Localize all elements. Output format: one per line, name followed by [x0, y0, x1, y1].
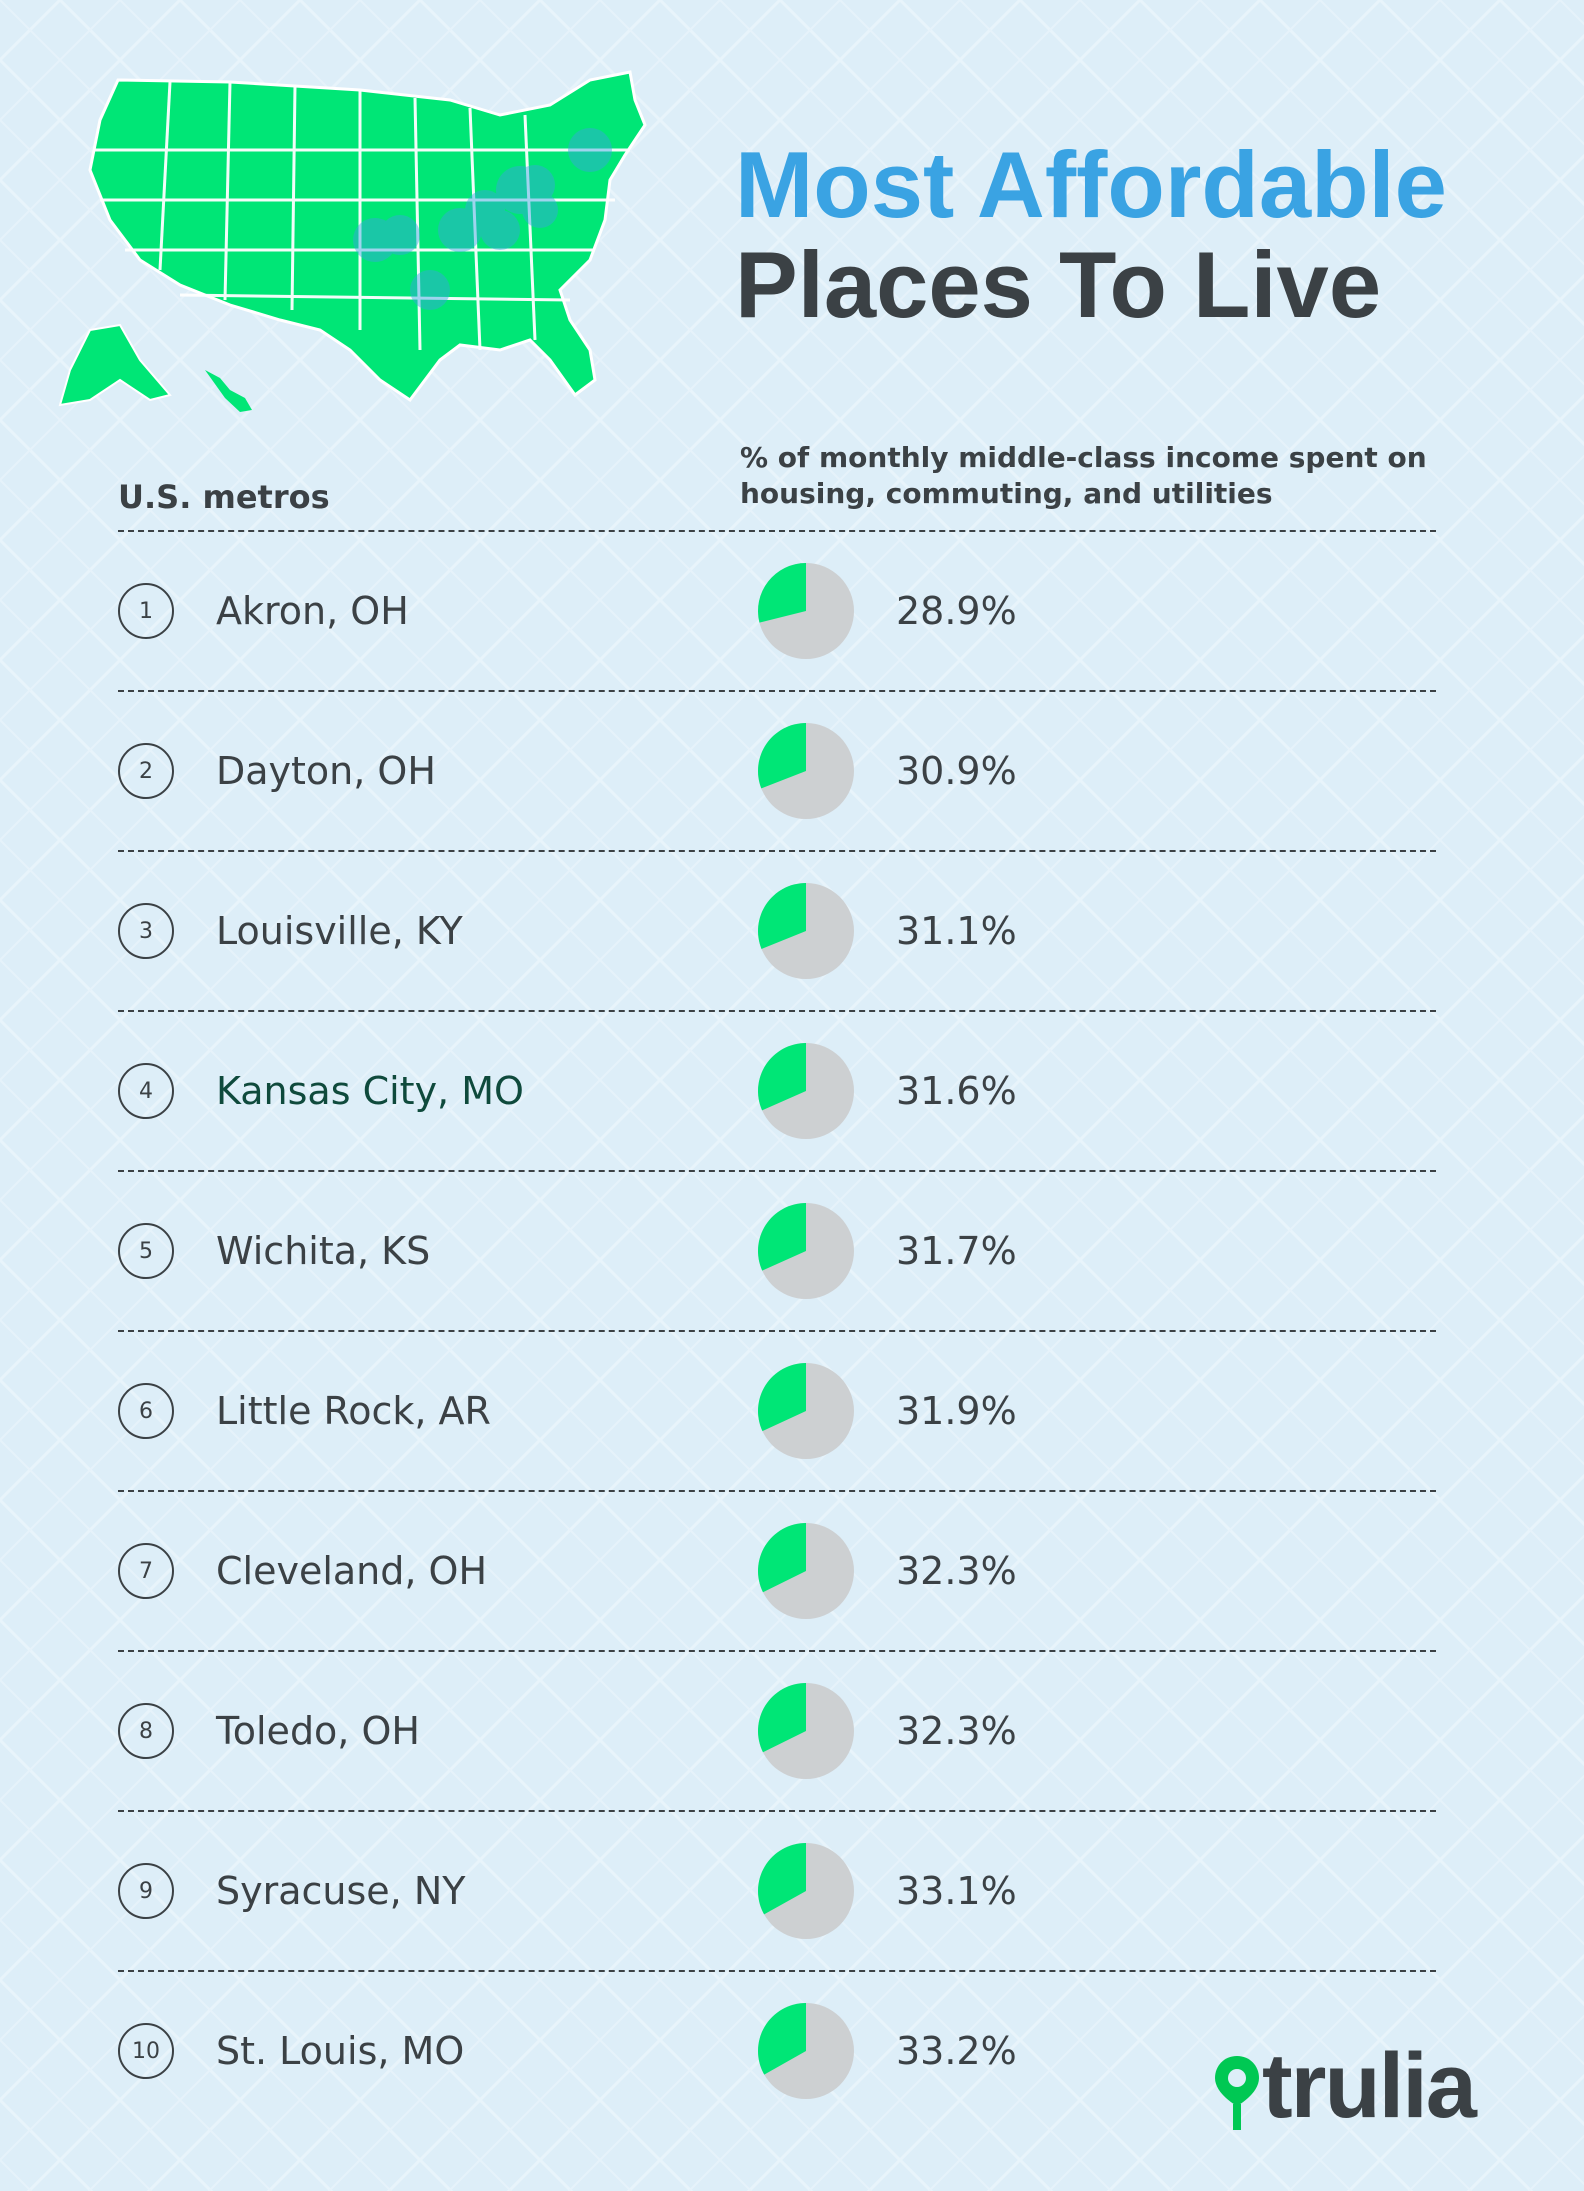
pie-slice — [758, 563, 806, 623]
pie-slice — [758, 1843, 806, 1915]
metro-row: 5 Wichita, KS 31.7% — [118, 1172, 1436, 1332]
header-divider — [118, 530, 1436, 532]
pie-slice — [758, 723, 806, 789]
pie-chart — [758, 1683, 854, 1779]
rank-badge: 6 — [118, 1383, 174, 1439]
pie-chart — [758, 1363, 854, 1459]
rank-badge: 8 — [118, 1703, 174, 1759]
metro-list: 1 Akron, OH 28.9% 2 Dayton, OH 30.9% 3 Louisvil… — [0, 532, 1584, 2130]
percent-label: 33.1% — [896, 1869, 1017, 1913]
pie-slice — [758, 883, 806, 949]
title-line1: Most Affordable — [735, 132, 1447, 237]
us-map — [58, 70, 647, 412]
metro-name: Wichita, KS — [216, 1229, 431, 1273]
metro-row: 8 Toledo, OH 32.3% — [118, 1652, 1436, 1812]
metro-row: 1 Akron, OH 28.9% — [118, 532, 1436, 692]
pie-chart — [758, 1523, 854, 1619]
rank-badge: 2 — [118, 743, 174, 799]
pie-slice — [758, 1043, 806, 1111]
metro-name: Akron, OH — [216, 589, 409, 633]
metro-name: Louisville, KY — [216, 909, 463, 953]
rank-badge: 7 — [118, 1543, 174, 1599]
trulia-logo: trulia — [1212, 2035, 1477, 2137]
rank-badge: 4 — [118, 1063, 174, 1119]
rank-badge: 9 — [118, 1863, 174, 1919]
pie-chart — [758, 563, 854, 659]
percent-label: 33.2% — [896, 2029, 1017, 2073]
metro-row: 9 Syracuse, NY 33.1% — [118, 1812, 1436, 1972]
metro-name: Dayton, OH — [216, 749, 436, 793]
pie-slice — [758, 2003, 806, 2075]
trulia-pin-icon — [1215, 2056, 1259, 2130]
metro-name: Little Rock, AR — [216, 1389, 491, 1433]
hawaii-shape — [205, 370, 252, 412]
pie-chart — [758, 1843, 854, 1939]
alaska-shape — [58, 323, 172, 407]
page-title: Most Affordable Places To Live — [735, 135, 1447, 335]
metro-row: 7 Cleveland, OH 32.3% — [118, 1492, 1436, 1652]
percent-label: 32.3% — [896, 1549, 1017, 1593]
percent-label: 30.9% — [896, 749, 1017, 793]
metro-row: 10 St. Louis, MO 33.2% — [118, 1972, 1436, 2130]
percent-label: 32.3% — [896, 1709, 1017, 1753]
title-line2: Places To Live — [735, 232, 1382, 337]
metro-name: Kansas City, MO — [216, 1069, 524, 1113]
column-header-metros: U.S. metros — [118, 478, 330, 516]
rank-badge: 3 — [118, 903, 174, 959]
metro-name: Toledo, OH — [216, 1709, 420, 1753]
metro-name: Syracuse, NY — [216, 1869, 466, 1913]
rank-badge: 1 — [118, 583, 174, 639]
metro-row: 2 Dayton, OH 30.9% — [118, 692, 1436, 852]
metro-row: 3 Louisville, KY 31.1% — [118, 852, 1436, 1012]
logo-wordmark: trulia — [1262, 2035, 1477, 2137]
pie-slice — [758, 1683, 806, 1753]
percent-label: 31.1% — [896, 909, 1017, 953]
metro-name: St. Louis, MO — [216, 2029, 465, 2073]
percent-label: 31.7% — [896, 1229, 1017, 1273]
metro-row: 6 Little Rock, AR 31.9% — [118, 1332, 1436, 1492]
pie-chart — [758, 723, 854, 819]
pie-slice — [758, 1363, 806, 1432]
pie-chart — [758, 883, 854, 979]
pie-chart — [758, 1043, 854, 1139]
pie-chart — [758, 1203, 854, 1299]
rank-badge: 10 — [118, 2023, 174, 2079]
percent-label: 28.9% — [896, 589, 1017, 633]
metro-name: Cleveland, OH — [216, 1549, 488, 1593]
percent-label: 31.9% — [896, 1389, 1017, 1433]
metro-row: 4 Kansas City, MO 31.6% — [118, 1012, 1436, 1172]
column-header-percent: % of monthly middle-class income spent o… — [740, 441, 1427, 510]
pie-chart — [758, 2003, 854, 2099]
rank-badge: 5 — [118, 1223, 174, 1279]
pie-slice — [758, 1523, 806, 1593]
percent-label: 31.6% — [896, 1069, 1017, 1113]
pie-slice — [758, 1203, 806, 1271]
